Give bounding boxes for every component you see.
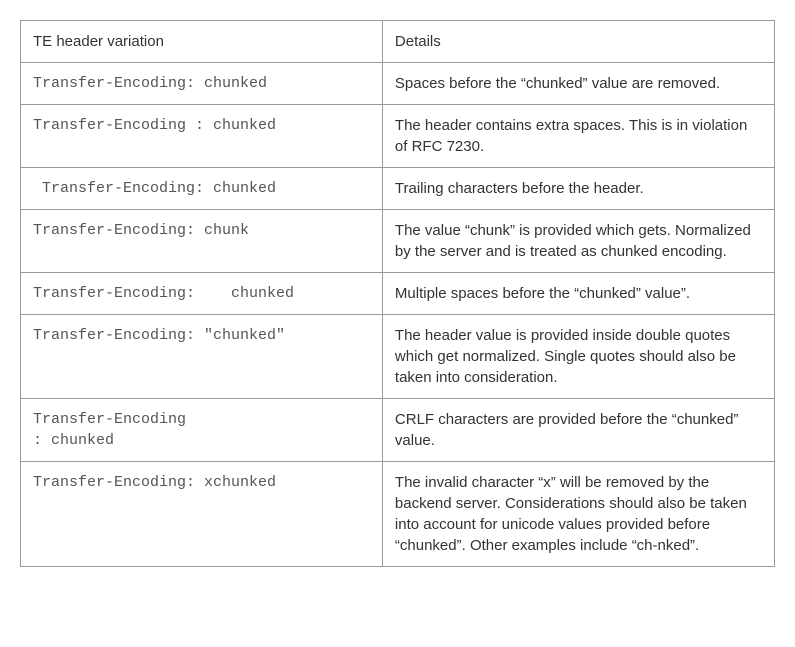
cell-variation: Transfer-Encoding: chunk bbox=[21, 210, 383, 273]
cell-variation: Transfer-Encoding: chunked bbox=[21, 168, 383, 210]
cell-details: Trailing characters before the header. bbox=[382, 168, 774, 210]
table-header-row: TE header variation Details bbox=[21, 21, 775, 63]
cell-variation: Transfer-Encoding: chunked bbox=[21, 273, 383, 315]
header-variation: TE header variation bbox=[21, 21, 383, 63]
table-row: Transfer-Encoding: chunked Spaces before… bbox=[21, 63, 775, 105]
cell-variation: Transfer-Encoding: xchunked bbox=[21, 462, 383, 567]
cell-details: Multiple spaces before the “chunked” val… bbox=[382, 273, 774, 315]
cell-variation: Transfer-Encoding: "chunked" bbox=[21, 315, 383, 399]
cell-details: The header value is provided inside doub… bbox=[382, 315, 774, 399]
cell-variation: Transfer-Encoding : chunked bbox=[21, 399, 383, 462]
table-row: Transfer-Encoding: chunked Trailing char… bbox=[21, 168, 775, 210]
table-row: Transfer-Encoding: chunk The value “chun… bbox=[21, 210, 775, 273]
cell-variation: Transfer-Encoding: chunked bbox=[21, 63, 383, 105]
table-row: Transfer-Encoding : chunked CRLF charact… bbox=[21, 399, 775, 462]
te-header-table: TE header variation Details Transfer-Enc… bbox=[20, 20, 775, 567]
header-details: Details bbox=[382, 21, 774, 63]
cell-details: Spaces before the “chunked” value are re… bbox=[382, 63, 774, 105]
cell-details: The value “chunk” is provided which gets… bbox=[382, 210, 774, 273]
table-row: Transfer-Encoding: xchunked The invalid … bbox=[21, 462, 775, 567]
table-row: Transfer-Encoding : chunked The header c… bbox=[21, 105, 775, 168]
cell-details: CRLF characters are provided before the … bbox=[382, 399, 774, 462]
table-row: Transfer-Encoding: "chunked" The header … bbox=[21, 315, 775, 399]
cell-details: The header contains extra spaces. This i… bbox=[382, 105, 774, 168]
table-row: Transfer-Encoding: chunked Multiple spac… bbox=[21, 273, 775, 315]
cell-variation: Transfer-Encoding : chunked bbox=[21, 105, 383, 168]
cell-details: The invalid character “x” will be remove… bbox=[382, 462, 774, 567]
